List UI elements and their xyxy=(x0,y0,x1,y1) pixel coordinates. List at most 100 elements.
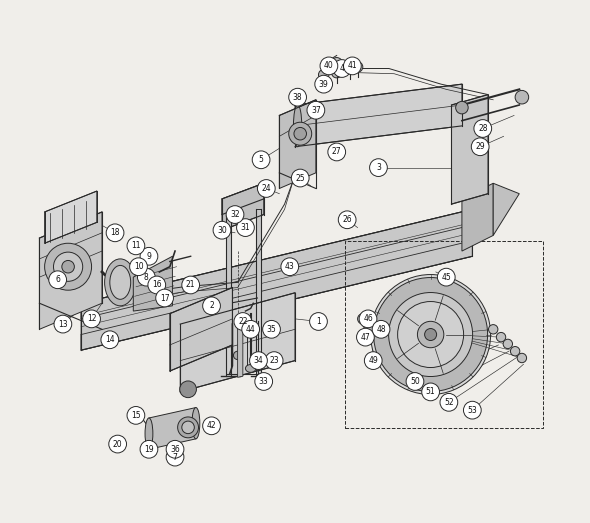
Circle shape xyxy=(369,159,387,176)
Circle shape xyxy=(455,101,468,114)
Circle shape xyxy=(289,122,312,145)
Circle shape xyxy=(137,268,155,286)
Circle shape xyxy=(367,325,378,336)
Circle shape xyxy=(148,276,166,294)
Text: 50: 50 xyxy=(410,377,420,386)
Circle shape xyxy=(471,138,489,156)
Polygon shape xyxy=(238,323,243,377)
Circle shape xyxy=(182,421,194,434)
Text: 42: 42 xyxy=(206,422,217,430)
Text: 46: 46 xyxy=(363,314,373,323)
Circle shape xyxy=(331,58,342,69)
Circle shape xyxy=(307,101,324,119)
Text: 12: 12 xyxy=(87,314,96,323)
Circle shape xyxy=(54,252,83,281)
Ellipse shape xyxy=(104,259,136,306)
Circle shape xyxy=(320,57,337,75)
Text: 10: 10 xyxy=(134,262,143,271)
Circle shape xyxy=(130,258,148,276)
Circle shape xyxy=(464,401,481,419)
Polygon shape xyxy=(451,95,488,204)
Circle shape xyxy=(358,314,368,324)
Polygon shape xyxy=(462,183,493,251)
Circle shape xyxy=(352,62,363,72)
Circle shape xyxy=(255,372,273,390)
Text: 48: 48 xyxy=(376,325,386,334)
Ellipse shape xyxy=(245,365,256,372)
Circle shape xyxy=(242,321,260,338)
Text: 18: 18 xyxy=(110,229,120,237)
Circle shape xyxy=(213,221,231,239)
Circle shape xyxy=(503,339,513,349)
Circle shape xyxy=(266,352,283,369)
Circle shape xyxy=(515,90,529,104)
Text: 30: 30 xyxy=(217,226,227,235)
Polygon shape xyxy=(295,84,462,147)
Circle shape xyxy=(371,275,491,394)
Circle shape xyxy=(156,289,173,307)
Circle shape xyxy=(406,372,424,390)
Circle shape xyxy=(437,268,455,286)
Circle shape xyxy=(310,313,327,331)
Circle shape xyxy=(182,276,199,294)
Circle shape xyxy=(106,224,124,242)
Circle shape xyxy=(101,331,119,349)
Text: 16: 16 xyxy=(152,280,162,289)
Text: 15: 15 xyxy=(131,411,141,420)
Text: 14: 14 xyxy=(105,335,114,344)
Text: 37: 37 xyxy=(311,106,321,115)
Circle shape xyxy=(345,63,355,74)
Circle shape xyxy=(263,321,280,338)
Text: 1: 1 xyxy=(316,317,321,326)
Polygon shape xyxy=(81,209,473,350)
Circle shape xyxy=(140,440,158,458)
Circle shape xyxy=(281,258,299,276)
Polygon shape xyxy=(170,288,232,371)
Text: 9: 9 xyxy=(146,252,152,261)
Text: 44: 44 xyxy=(246,325,255,334)
Text: 41: 41 xyxy=(348,61,357,71)
Text: 4: 4 xyxy=(339,64,345,73)
Circle shape xyxy=(332,67,342,78)
Circle shape xyxy=(389,292,473,377)
Circle shape xyxy=(422,383,440,401)
Polygon shape xyxy=(493,183,519,235)
Circle shape xyxy=(180,381,196,397)
Text: 43: 43 xyxy=(285,262,294,271)
Circle shape xyxy=(440,393,458,411)
Circle shape xyxy=(474,120,491,138)
Text: 25: 25 xyxy=(296,174,305,183)
Circle shape xyxy=(489,325,498,334)
Polygon shape xyxy=(256,209,261,376)
Text: 51: 51 xyxy=(426,388,435,396)
Circle shape xyxy=(365,352,382,369)
Text: 45: 45 xyxy=(441,272,451,282)
Polygon shape xyxy=(81,209,473,319)
Text: 29: 29 xyxy=(476,142,485,151)
Text: 47: 47 xyxy=(360,333,371,342)
Circle shape xyxy=(203,417,221,435)
Polygon shape xyxy=(279,100,316,188)
Ellipse shape xyxy=(145,418,153,449)
Circle shape xyxy=(45,243,91,290)
Text: 28: 28 xyxy=(478,124,487,133)
Polygon shape xyxy=(222,183,264,230)
Circle shape xyxy=(203,297,221,315)
Text: 52: 52 xyxy=(444,398,454,407)
Circle shape xyxy=(127,406,145,424)
Text: 19: 19 xyxy=(144,445,154,454)
Text: 2: 2 xyxy=(209,301,214,310)
Text: 21: 21 xyxy=(186,280,195,289)
Circle shape xyxy=(417,321,444,348)
Text: 24: 24 xyxy=(261,184,271,193)
Text: 23: 23 xyxy=(269,356,279,365)
Polygon shape xyxy=(133,256,172,311)
Text: 32: 32 xyxy=(230,210,240,219)
Circle shape xyxy=(294,128,306,140)
Polygon shape xyxy=(40,212,102,329)
Circle shape xyxy=(517,354,527,362)
Text: 11: 11 xyxy=(131,241,140,251)
Text: 49: 49 xyxy=(368,356,378,365)
Circle shape xyxy=(315,75,333,93)
Circle shape xyxy=(62,260,74,273)
